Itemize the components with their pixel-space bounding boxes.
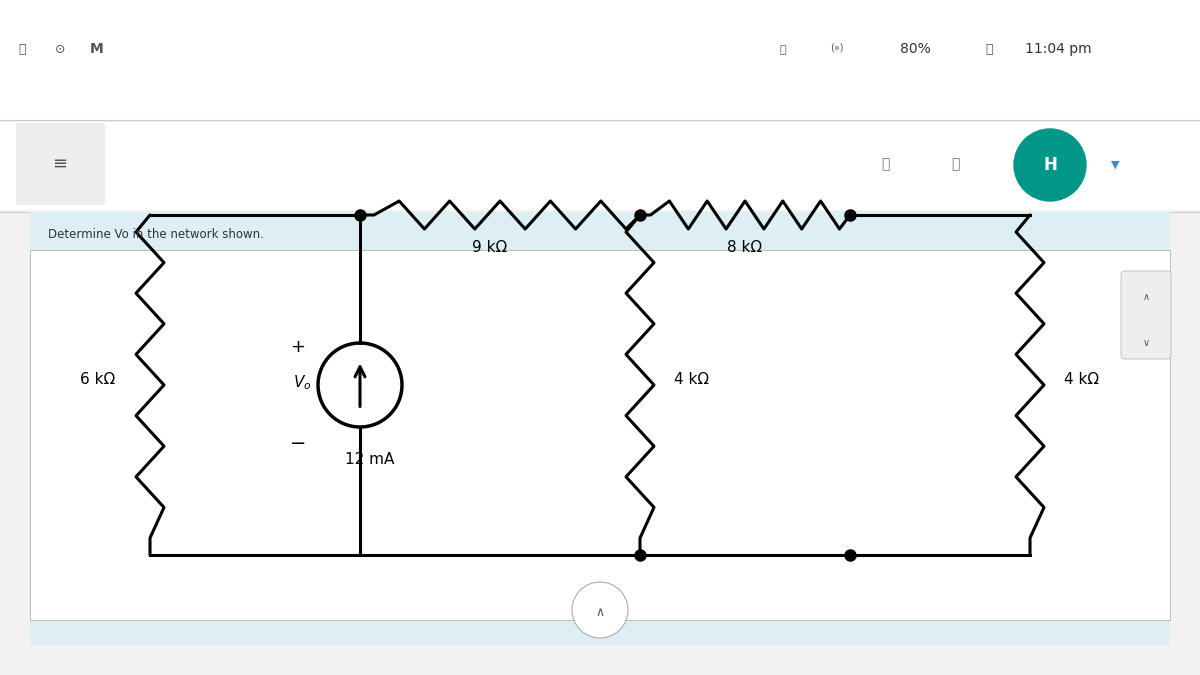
Text: ⊙: ⊙ — [55, 43, 66, 56]
Bar — [0, 122, 1200, 210]
Text: 💬: 💬 — [950, 157, 959, 171]
Text: 4 kΩ: 4 kΩ — [1064, 373, 1099, 387]
Text: 🖼: 🖼 — [18, 43, 25, 56]
Text: −: − — [290, 433, 306, 452]
Text: 🔋: 🔋 — [985, 43, 992, 56]
Text: +: + — [290, 338, 306, 356]
Text: ▼: ▼ — [1111, 160, 1120, 170]
Text: 11:04 pm: 11:04 pm — [1025, 42, 1092, 56]
Text: ∧: ∧ — [1142, 292, 1150, 302]
Text: 4 kΩ: 4 kΩ — [674, 373, 709, 387]
FancyBboxPatch shape — [16, 123, 106, 205]
Text: 80%: 80% — [900, 42, 931, 56]
FancyBboxPatch shape — [1121, 271, 1171, 359]
Bar — [30, 250, 1170, 620]
Circle shape — [572, 582, 628, 638]
Bar — [0, 0, 1200, 120]
Text: ≡: ≡ — [53, 155, 67, 173]
Text: H: H — [1043, 156, 1057, 174]
Text: Determine Vo in the network shown.: Determine Vo in the network shown. — [48, 229, 264, 242]
Text: ∨: ∨ — [1142, 338, 1150, 348]
Text: ∧: ∧ — [595, 605, 605, 618]
Text: 8 kΩ: 8 kΩ — [727, 240, 762, 254]
Text: (»): (») — [830, 42, 844, 52]
Text: 12 mA: 12 mA — [346, 452, 395, 468]
Text: M: M — [90, 42, 103, 56]
Bar — [30, 621, 1170, 645]
Text: 9 kΩ: 9 kΩ — [473, 240, 508, 254]
Text: $V_o$: $V_o$ — [293, 374, 311, 392]
Text: 🔇: 🔇 — [780, 45, 787, 55]
Circle shape — [1014, 129, 1086, 201]
Bar — [30, 212, 1170, 250]
Text: 🔔: 🔔 — [881, 157, 889, 171]
Text: 6 kΩ: 6 kΩ — [80, 373, 115, 387]
